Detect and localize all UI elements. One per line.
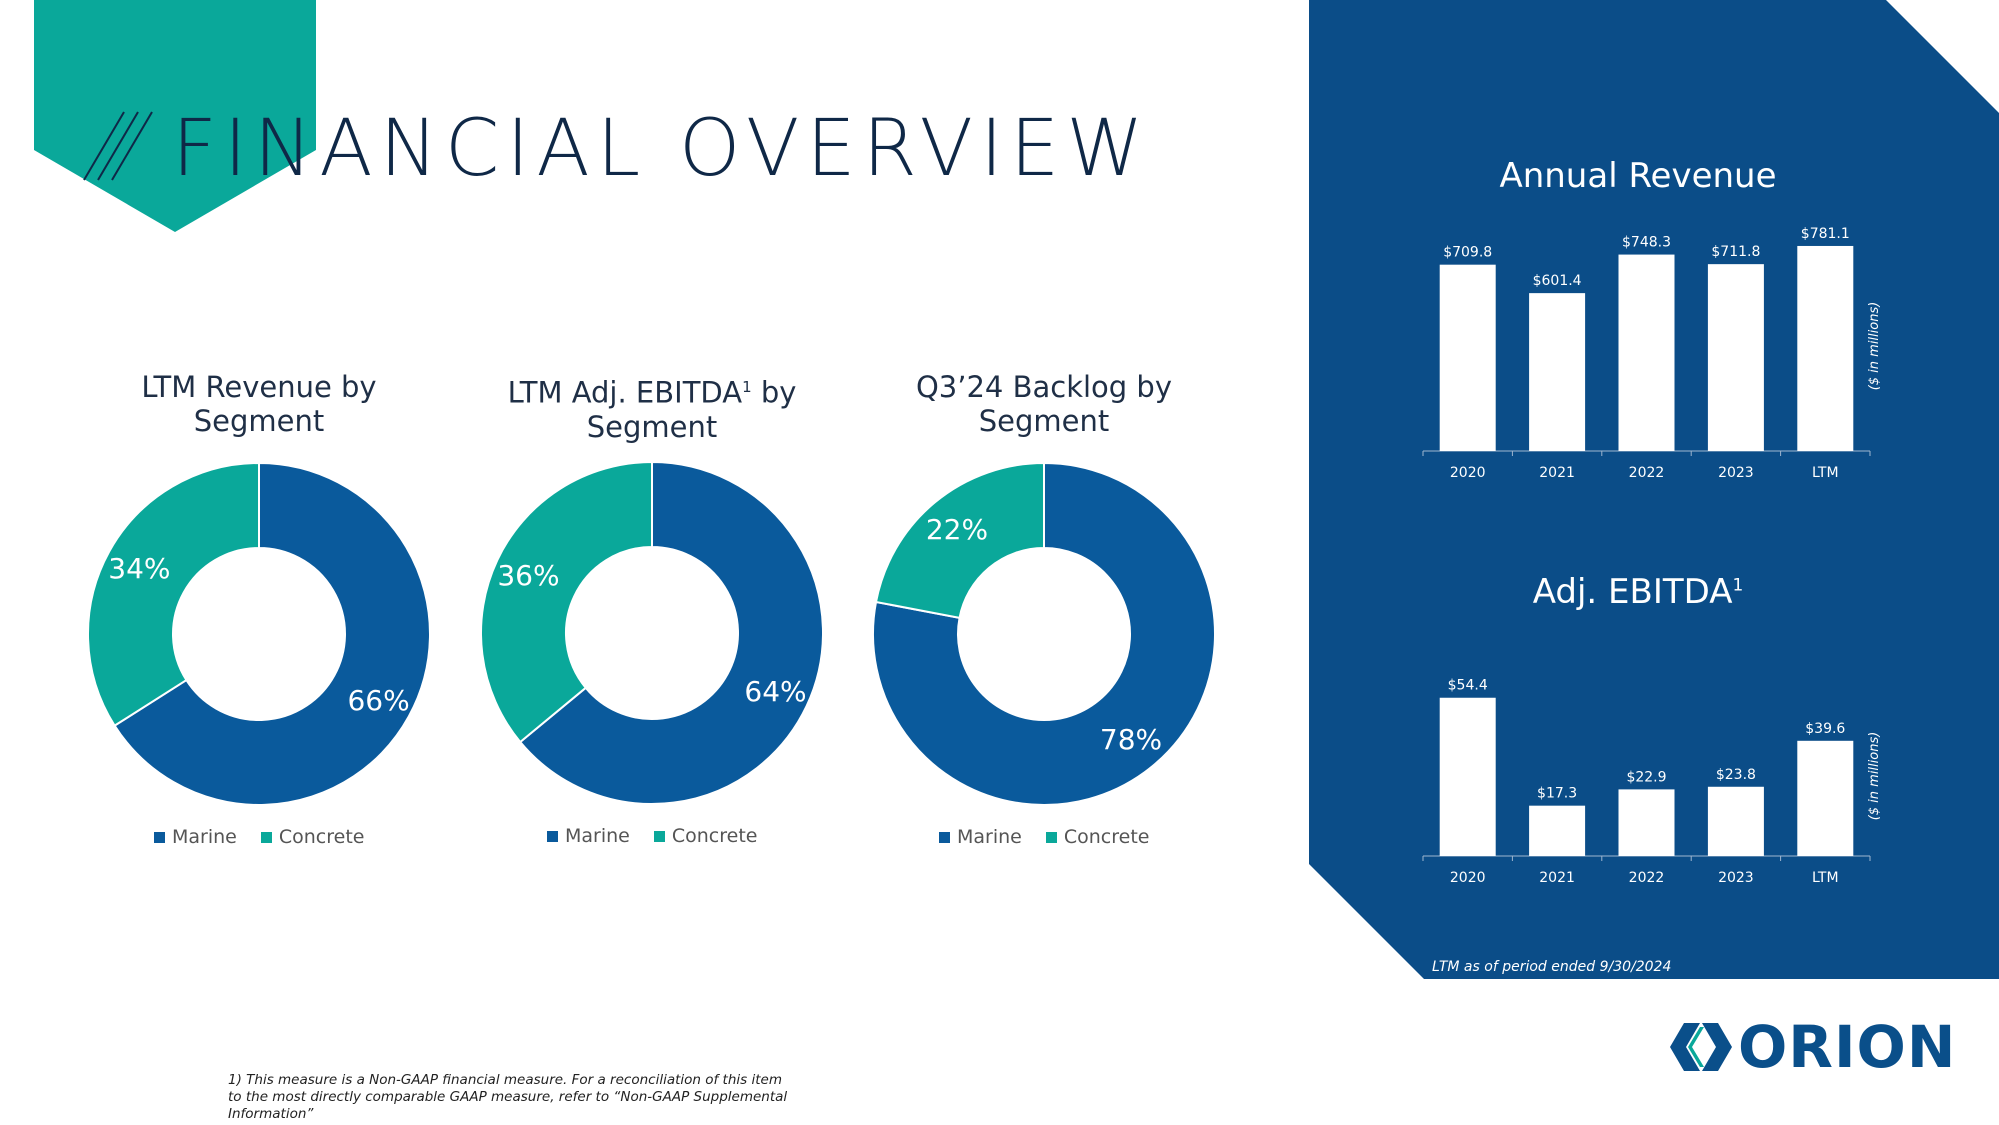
adj-ebitda-title: Adj. EBITDA1 — [1532, 572, 1744, 612]
bar-LTM — [1797, 740, 1854, 856]
bar-2021 — [1529, 293, 1586, 451]
x-tick-label: 2022 — [1629, 465, 1665, 481]
bar-value-label: $22.9 — [1626, 769, 1666, 785]
donut-label-marine: 78% — [1100, 723, 1162, 756]
x-tick-label: 2023 — [1718, 465, 1754, 481]
bar-2022 — [1618, 254, 1675, 451]
legend-item-marine: Marine — [939, 826, 1022, 848]
donut-title-backlog: Q3’24 Backlog by Segment — [915, 370, 1172, 438]
y-axis-label: ($ in millions) — [1867, 732, 1882, 821]
legend-item-concrete: Concrete — [653, 825, 757, 847]
donut-label-concrete: 22% — [926, 513, 988, 546]
bar-2023 — [1707, 264, 1764, 451]
donut-slice-concrete — [480, 460, 653, 744]
orion-logo-icon — [1670, 1023, 1732, 1071]
donut-label-concrete: 36% — [497, 559, 559, 592]
x-tick-label: 2022 — [1629, 870, 1665, 886]
adj-ebitda-chart: $54.4 2020 $17.3 2021 $22.9 2022 $23.8 2023 $39.… — [1422, 678, 1882, 886]
donut-title-ebitda: LTM Adj. EBITDA1 by Segment — [507, 375, 797, 444]
x-tick-label: LTM — [1812, 870, 1839, 886]
legend-backlog: Marine Concrete — [939, 826, 1149, 848]
x-tick-label: 2023 — [1718, 870, 1754, 886]
bar-2023 — [1707, 786, 1764, 856]
bar-value-label: $39.6 — [1805, 721, 1845, 737]
x-tick-label: LTM — [1812, 465, 1839, 481]
bar-LTM — [1797, 245, 1854, 451]
legend-ebitda: Marine Concrete — [547, 825, 757, 847]
legend-item-marine: Marine — [154, 826, 237, 848]
teal-header-badge — [34, 0, 316, 232]
y-axis-label: ($ in millions) — [1867, 302, 1882, 391]
donut-slice-marine — [113, 461, 431, 806]
bar-value-label: $601.4 — [1533, 273, 1582, 289]
donut-chart-revenue: 66% 34% — [87, 461, 431, 806]
donut-slice-concrete — [874, 461, 1045, 620]
x-tick-label: 2020 — [1450, 465, 1486, 481]
annual-revenue-chart: $709.8 2020 $601.4 2021 $748.3 2022 $711.8 2023… — [1422, 226, 1882, 481]
bar-value-label: $711.8 — [1711, 244, 1760, 260]
bar-2021 — [1529, 805, 1586, 856]
annual-revenue-title: Annual Revenue — [1499, 156, 1777, 196]
legend-revenue: Marine Concrete — [154, 826, 364, 848]
slash-marks-icon — [83, 111, 153, 181]
donut-chart-ebitda: 64% 36% — [480, 460, 824, 805]
donut-label-marine: 66% — [347, 684, 409, 717]
bar-value-label: $781.1 — [1801, 226, 1850, 242]
donut-slice-marine — [872, 461, 1216, 806]
donut-title-revenue: LTM Revenue by Segment — [141, 370, 377, 438]
x-tick-label: 2021 — [1539, 465, 1575, 481]
bar-value-label: $709.8 — [1443, 245, 1492, 261]
bar-value-label: $748.3 — [1622, 235, 1671, 251]
bar-2020 — [1439, 264, 1496, 451]
donut-chart-backlog: 78% 22% — [872, 461, 1216, 806]
x-tick-label: 2020 — [1450, 870, 1486, 886]
donut-slice-concrete — [87, 461, 260, 728]
donut-slice-marine — [518, 460, 824, 805]
legend-item-concrete: Concrete — [260, 826, 364, 848]
x-tick-label: 2021 — [1539, 870, 1575, 886]
bar-value-label: $54.4 — [1448, 678, 1488, 694]
legend-item-concrete: Concrete — [1045, 826, 1149, 848]
bar-2022 — [1618, 789, 1675, 856]
legend-item-marine: Marine — [547, 825, 630, 847]
donut-label-marine: 64% — [744, 675, 806, 708]
donut-label-concrete: 34% — [108, 552, 170, 585]
orion-logo: ORION — [1670, 1018, 1956, 1076]
page-title: FINANCIAL OVERVIEW — [172, 104, 1151, 194]
bar-value-label: $17.3 — [1537, 786, 1577, 802]
footnote: 1) This measure is a Non-GAAP financial … — [228, 1072, 788, 1122]
bar-2020 — [1439, 697, 1496, 856]
orion-logo-text: ORION — [1738, 1013, 1957, 1081]
bar-value-label: $23.8 — [1716, 767, 1756, 783]
ltm-note: LTM as of period ended 9/30/2024 — [1432, 959, 1672, 975]
